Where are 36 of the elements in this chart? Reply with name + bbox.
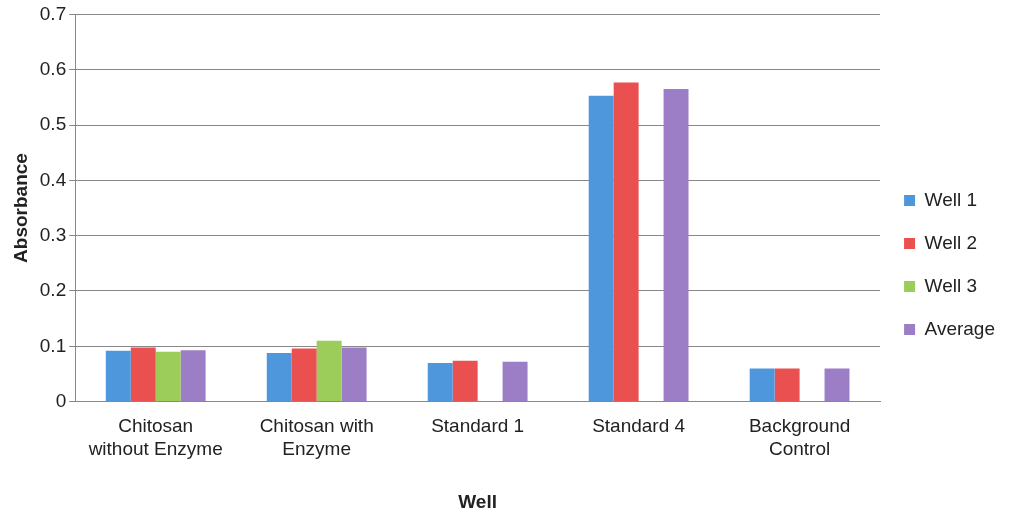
y-tick-label: 0.4 bbox=[39, 168, 67, 190]
legend-label: Average bbox=[924, 317, 996, 339]
bar bbox=[774, 368, 800, 402]
bar bbox=[266, 352, 292, 402]
x-tick-label: Background Control bbox=[748, 415, 851, 460]
y-tick-label: 0.6 bbox=[39, 57, 67, 79]
y-tick-label: 0 bbox=[55, 389, 67, 411]
y-tick-label: 0.5 bbox=[39, 113, 67, 135]
legend-label: Well 1 bbox=[924, 188, 978, 210]
bar bbox=[502, 361, 528, 402]
y-tick-label: 0.2 bbox=[39, 279, 67, 301]
legend-label: Well 3 bbox=[924, 274, 978, 296]
x-tick-label: Chitosan with Enzyme bbox=[259, 415, 374, 460]
bar bbox=[316, 340, 342, 402]
bar bbox=[452, 360, 478, 402]
bar bbox=[749, 368, 775, 402]
bar bbox=[613, 82, 639, 402]
y-axis-title: Absorbance bbox=[9, 153, 31, 263]
x-tick-label: Standard 4 bbox=[592, 415, 686, 437]
x-tick-label: Chitosan without Enzyme bbox=[87, 415, 223, 460]
bar bbox=[105, 350, 131, 402]
bar bbox=[180, 350, 206, 402]
bar bbox=[824, 368, 850, 402]
y-tick-label: 0.1 bbox=[39, 334, 67, 356]
bar bbox=[588, 95, 614, 402]
y-tick-label: 0.7 bbox=[39, 2, 67, 24]
bar bbox=[155, 351, 181, 402]
bar bbox=[291, 348, 317, 402]
x-axis-title: Well bbox=[458, 490, 497, 512]
bar bbox=[427, 362, 453, 402]
y-tick-label: 0.3 bbox=[39, 223, 67, 245]
x-tick-label: Standard 1 bbox=[431, 415, 525, 437]
bar bbox=[663, 89, 689, 402]
legend-label: Well 2 bbox=[924, 231, 978, 253]
bar bbox=[130, 347, 156, 402]
bar bbox=[341, 347, 367, 402]
